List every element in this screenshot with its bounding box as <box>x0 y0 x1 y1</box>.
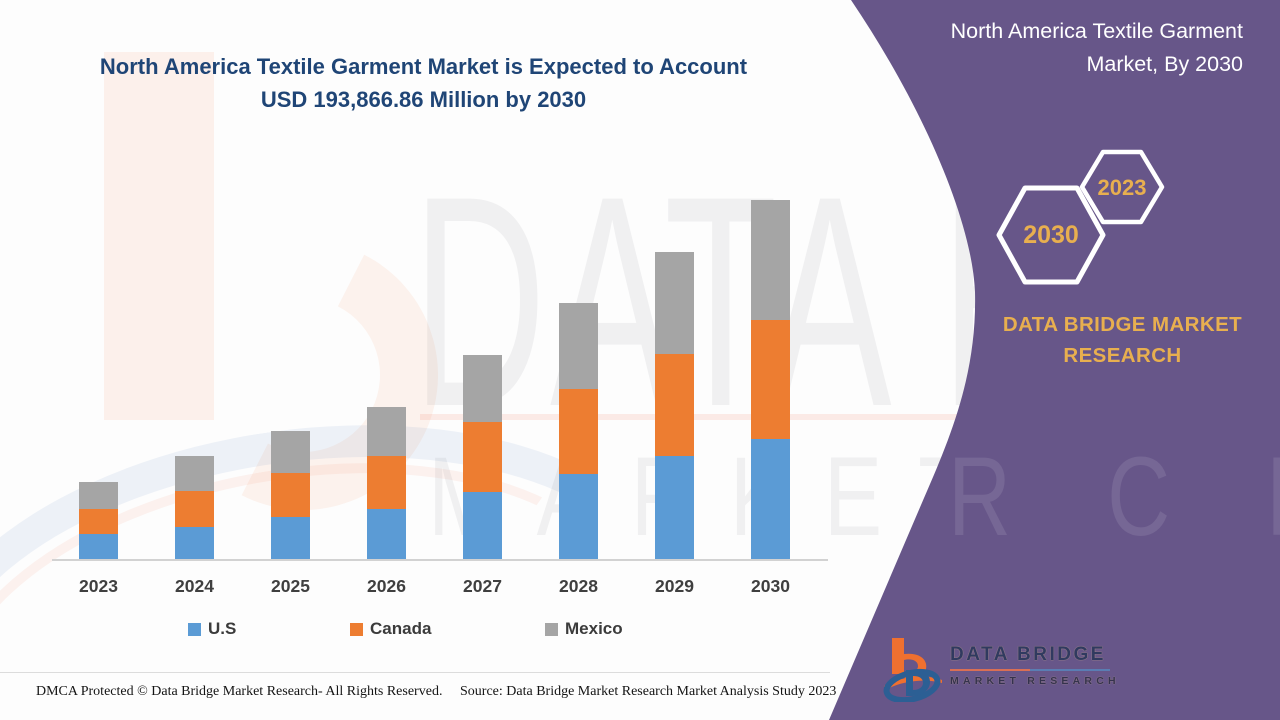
segment-mexico-2027 <box>463 354 502 422</box>
segment-canada-2024 <box>175 491 214 527</box>
hexagon-2030-label: 2030 <box>1023 221 1079 249</box>
bar-2025 <box>271 430 310 559</box>
side-panel-title: North America Textile Garment Market, By… <box>863 15 1243 81</box>
segment-canada-2027 <box>463 421 502 492</box>
dbmr-logo-icon <box>883 638 942 702</box>
segment-canada-2028 <box>559 389 598 474</box>
chart-title-line2: USD 193,866.86 Million by 2030 <box>260 86 587 112</box>
segment-mexico-2026 <box>367 406 406 457</box>
dmca-notice: DMCA Protected © Data Bridge Market Rese… <box>36 684 443 699</box>
segment-canada-2025 <box>271 472 310 517</box>
bar-2028 <box>559 303 598 559</box>
x-tick-label-2030: 2030 <box>751 576 790 596</box>
legend-label: U.S <box>208 619 237 638</box>
bar-2030 <box>751 199 790 559</box>
brand-wordmark-line1: DATA BRIDGE MARKET <box>1002 313 1243 336</box>
x-tick-label-2029: 2029 <box>655 576 694 596</box>
bar-2026 <box>367 406 406 559</box>
bar-2029 <box>655 251 694 559</box>
segment-us-2025 <box>271 516 310 559</box>
x-tick-label-2023: 2023 <box>79 576 118 596</box>
segment-mexico-2025 <box>271 430 310 473</box>
segment-mexico-2029 <box>655 251 694 355</box>
segment-us-2030 <box>751 439 790 559</box>
brand-wordmark: DATA BRIDGE MARKET RESEARCH <box>1000 309 1245 371</box>
side-panel-title-line1: North America Textile Garment <box>950 19 1243 43</box>
chart-title: North America Textile Garment Market is … <box>58 51 789 116</box>
footer-divider <box>0 672 830 673</box>
segment-mexico-2028 <box>559 303 598 389</box>
segment-canada-2023 <box>79 509 118 534</box>
segment-mexico-2024 <box>175 456 214 492</box>
x-tick-label-2025: 2025 <box>271 576 310 596</box>
bar-2024 <box>175 456 214 559</box>
hexagon-2023-label: 2023 <box>1098 175 1147 200</box>
dbmr-logo-subtitle: MARKET RESEARCH <box>950 675 1120 687</box>
x-tick-label-2028: 2028 <box>559 576 598 596</box>
legend-label: Mexico <box>565 619 623 638</box>
x-tick-label-2024: 2024 <box>175 576 214 596</box>
segment-us-2029 <box>655 456 694 559</box>
x-tick-label-2026: 2026 <box>367 576 406 596</box>
segment-mexico-2023 <box>79 481 118 509</box>
dbmr-logo: DATA BRIDGE MARKET RESEARCH <box>882 636 1142 706</box>
segment-canada-2026 <box>367 456 406 509</box>
bar-2023 <box>79 481 118 559</box>
segment-mexico-2030 <box>751 199 790 320</box>
hexagon-2023 <box>1079 149 1165 225</box>
legend-label: Canada <box>370 619 432 638</box>
segment-us-2023 <box>79 534 118 559</box>
legend-swatch-icon <box>350 622 363 636</box>
segment-us-2028 <box>559 474 598 559</box>
legend-item-canada: Canada <box>350 619 431 639</box>
hexagon-2030 <box>996 185 1106 285</box>
legend-item-mexico: Mexico <box>545 619 623 639</box>
segment-canada-2030 <box>751 319 790 439</box>
dbmr-logo-name: DATA BRIDGE <box>950 644 1106 665</box>
x-tick-label-2027: 2027 <box>463 576 502 596</box>
legend-swatch-icon <box>545 622 558 636</box>
segment-us-2026 <box>367 509 406 559</box>
x-axis-line <box>52 559 828 561</box>
chart-title-line1: North America Textile Garment Market is … <box>99 54 748 79</box>
hexagon-badges: 2030 2023 <box>996 149 1165 285</box>
bar-2027 <box>463 354 502 559</box>
legend-item-us: U.S <box>188 619 236 639</box>
source-note: Source: Data Bridge Market Research Mark… <box>460 684 837 699</box>
segment-canada-2029 <box>655 354 694 457</box>
segment-us-2027 <box>463 491 502 559</box>
segment-us-2024 <box>175 526 214 559</box>
legend-swatch-icon <box>188 622 201 636</box>
dbmr-logo-rule <box>950 669 1110 671</box>
side-panel-title-line2: Market, By 2030 <box>1086 52 1243 76</box>
brand-wordmark-line2: RESEARCH <box>1063 344 1182 367</box>
